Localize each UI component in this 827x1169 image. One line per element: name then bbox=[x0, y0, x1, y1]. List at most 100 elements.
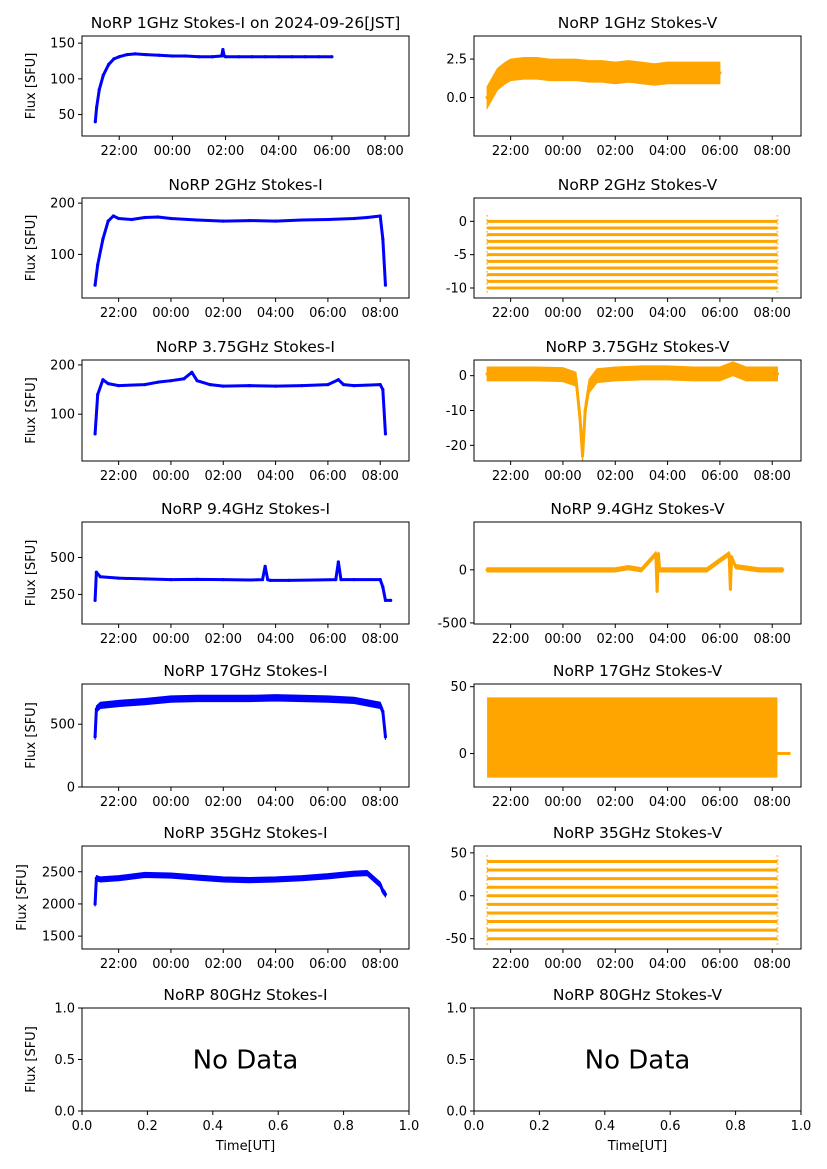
x-tick-label: 08:00 bbox=[753, 795, 790, 810]
data-point bbox=[485, 95, 489, 100]
plot-area bbox=[93, 560, 393, 602]
x-tick-label: 22:00 bbox=[100, 469, 137, 484]
x-tick-label: 1.0 bbox=[791, 1119, 812, 1134]
x-tick-label: 04:00 bbox=[649, 957, 686, 972]
x-tick-label: 08:00 bbox=[753, 144, 790, 159]
axes-frame bbox=[81, 35, 410, 137]
data-point bbox=[770, 372, 774, 376]
data-point bbox=[221, 578, 225, 582]
y-tick-label: 200 bbox=[50, 197, 75, 212]
data-point bbox=[383, 892, 388, 896]
data-point bbox=[195, 379, 199, 383]
x-tick-label: 02:00 bbox=[597, 306, 634, 321]
data-point bbox=[334, 578, 338, 582]
data-point bbox=[656, 552, 661, 556]
x-tick-label: 22:00 bbox=[100, 144, 137, 159]
data-point bbox=[718, 71, 722, 75]
data-point bbox=[705, 568, 709, 572]
data-point bbox=[237, 55, 241, 59]
data-point bbox=[97, 87, 101, 92]
chart-v6: -50 0 50 22:00 00:00 02:00 04:00 06:00 08:00 NoRP… bbox=[446, 824, 802, 972]
x-tick-label: 02:00 bbox=[205, 795, 242, 810]
data-point bbox=[247, 578, 252, 582]
x-tick-label: 06:00 bbox=[701, 144, 738, 159]
chart-i2: 100 200 22:00 00:00 02:00 04:00 06:00 08:00 NoRP… bbox=[24, 176, 410, 321]
x-tick-label: 08:00 bbox=[366, 144, 403, 159]
data-point bbox=[93, 598, 97, 602]
data-point bbox=[263, 55, 268, 59]
data-point bbox=[378, 383, 382, 387]
series-line-0 bbox=[93, 370, 387, 435]
data-point bbox=[195, 218, 199, 222]
data-point bbox=[583, 408, 587, 413]
data-point bbox=[98, 877, 102, 882]
y-tick-label: 100 bbox=[50, 72, 75, 87]
y-tick-label: 0 bbox=[67, 781, 75, 796]
data-point bbox=[652, 72, 657, 77]
data-point bbox=[595, 374, 599, 378]
data-point bbox=[117, 55, 121, 59]
data-point bbox=[365, 701, 369, 705]
x-tick-label: 0.0 bbox=[72, 1119, 93, 1134]
data-point bbox=[210, 55, 214, 59]
data-point bbox=[692, 71, 696, 75]
y-axis-label: Flux [SFU] bbox=[24, 215, 39, 282]
data-point bbox=[383, 283, 388, 287]
x-tick-label: 08:00 bbox=[753, 957, 790, 972]
no-data-text: No Data bbox=[193, 1046, 299, 1076]
axes-frame bbox=[473, 197, 802, 299]
y-tick-label: 0.5 bbox=[54, 1053, 75, 1068]
x-tick-label: 02:00 bbox=[597, 795, 634, 810]
chart-title: NoRP 2GHz Stokes-I bbox=[168, 176, 322, 194]
data-point bbox=[509, 68, 513, 72]
data-point bbox=[117, 216, 121, 221]
data-point bbox=[317, 55, 321, 59]
chart-title: NoRP 2GHz Stokes-V bbox=[558, 176, 718, 194]
y-axis-label: Flux [SFU] bbox=[24, 540, 39, 607]
data-point bbox=[273, 384, 278, 388]
chart-title: NoRP 3.75GHz Stokes-V bbox=[545, 338, 729, 356]
axes-frame bbox=[81, 197, 410, 299]
plot-area bbox=[486, 855, 779, 945]
x-tick-label: 0.6 bbox=[660, 1119, 681, 1134]
y-tick-label: -20 bbox=[446, 439, 467, 454]
data-point bbox=[731, 367, 735, 371]
y-tick-label: 50 bbox=[450, 680, 467, 695]
data-point bbox=[600, 69, 604, 73]
data-point bbox=[303, 55, 307, 59]
data-point bbox=[381, 237, 385, 241]
data-point bbox=[639, 71, 644, 75]
data-point bbox=[580, 454, 585, 458]
data-point bbox=[744, 372, 748, 376]
data-point bbox=[143, 383, 147, 387]
data-point bbox=[326, 217, 330, 222]
y-tick-label: 0 bbox=[459, 889, 467, 904]
x-tick-label: 0.2 bbox=[529, 1119, 550, 1134]
chart-title: NoRP 35GHz Stokes-I bbox=[163, 824, 327, 842]
x-tick-label: 04:00 bbox=[649, 632, 686, 647]
x-tick-label: 04:00 bbox=[260, 144, 297, 159]
data-point bbox=[195, 696, 199, 701]
plot-area bbox=[93, 214, 388, 287]
data-point bbox=[342, 383, 346, 387]
no-data-text: No Data bbox=[585, 1046, 691, 1076]
x-tick-label: 22:00 bbox=[100, 795, 137, 810]
y-tick-label: 1.0 bbox=[54, 1002, 75, 1017]
x-tick-label: 04:00 bbox=[257, 469, 294, 484]
data-point bbox=[378, 883, 382, 887]
series-band bbox=[486, 361, 778, 461]
data-point bbox=[169, 874, 173, 878]
y-tick-label: 500 bbox=[50, 718, 75, 733]
x-tick-label: 00:00 bbox=[152, 469, 189, 484]
data-point bbox=[117, 701, 121, 706]
x-tick-label: 06:00 bbox=[309, 795, 346, 810]
data-point bbox=[485, 568, 489, 572]
data-point bbox=[378, 703, 382, 707]
x-tick-label: 02:00 bbox=[205, 957, 242, 972]
x-tick-label: 00:00 bbox=[544, 795, 581, 810]
data-point bbox=[365, 871, 369, 875]
data-point bbox=[300, 218, 304, 222]
data-point bbox=[389, 598, 393, 602]
data-point bbox=[381, 889, 385, 893]
